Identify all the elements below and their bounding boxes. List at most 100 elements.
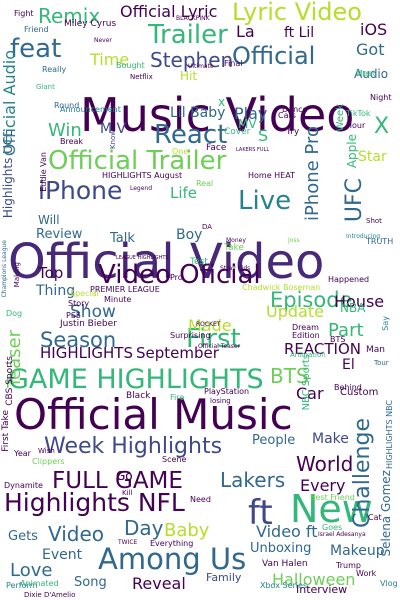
word-truth: TRUTH [366,237,394,246]
word-ultimate: Ultimate [188,63,214,70]
word-playstation: PlayStation [204,387,250,396]
word-el: El [342,357,355,373]
word-stray-kids: Stray Kids [220,265,251,272]
word-audio: Audio [354,67,389,81]
word-tour: Tour [374,359,389,367]
word-trailer: Trailer [148,20,228,50]
word-x: x [218,95,226,109]
word-game-highlights: GAME HIGHLIGHTS [8,364,264,395]
word-clippers: Clippers [32,457,65,466]
word-world: World [296,452,354,476]
word-apple: Apple [345,134,359,169]
word-cbs-sports: CBS Sports [5,356,15,406]
word-video: Video [48,522,105,546]
word-september: September [136,344,219,362]
word-tiktok: TikTok [346,109,371,118]
word-made: Made [188,316,232,335]
word-take: Take [224,243,244,253]
word-dixie-d-amelio: Dixie D'Amelio [24,591,76,599]
word-ft: ft [248,493,273,533]
word-official-video: Official Video [8,234,325,290]
word-lakers: Lakers [220,468,286,492]
word-mv: MV [238,117,257,131]
word-champions-league: Champions League [1,240,8,298]
word-twice: TWICE [118,539,138,546]
word-blackpink: BLACKPINK [176,15,210,22]
word-official-audio: Official Audio [0,50,19,157]
word-bts: BTS [270,364,309,388]
word-live: Live [238,186,292,216]
word-among-us: Among Us [98,542,247,576]
word-wish: Wish [38,447,55,455]
word-announcement: Announcement [60,105,121,114]
word-reveal: Reveal [132,574,186,593]
word-never: Never [94,37,112,44]
word-music-video: Music Video [80,88,355,142]
word-pro: Pro [170,273,183,282]
word-la: La [236,22,255,41]
word-happened: Happened [328,275,370,284]
word-premier-league: PREMIER LEAGUE [90,285,160,294]
word-league-highlights: LEAGUE HIGHLIGHTS [116,255,169,261]
word-fight: Fight [14,9,34,18]
word-ft-lil: ft Lil [284,25,315,41]
word-highlights-nbc: HIGHLIGHTS NBC [385,400,394,470]
word-dance: Dance [282,105,308,114]
word-ps5: PS5 [66,311,81,320]
word-song: Song [74,575,107,590]
word-vlog: Vlog [380,579,398,588]
word-show: Show [70,302,116,322]
word-lyric-video: Lyric Video [232,0,362,26]
word-win: Win [48,120,82,141]
word-lil-baby: Lil Baby [170,105,226,121]
word-night: Night [370,93,392,102]
word-life: Life [170,184,198,202]
word-will: Will [38,213,60,227]
word-justin-bieber: Justin Bieber [60,319,117,329]
word-highlights-august: HIGHLIGHTS August [102,171,183,180]
word-ufc: UFC [342,178,367,223]
word-people: People [252,433,296,448]
word-love: Love [10,560,53,581]
word-joss: Joss [288,237,300,244]
word-official-trailer: Official Trailer [48,146,227,176]
word-dynamite: Dynamite [4,481,43,490]
word-challenge: Challenge [350,418,375,528]
word-reaction: REACTION [284,340,361,358]
word-chadwick-boseman: Chadwick Boseman [242,283,321,292]
word-story: Story [68,299,90,308]
word-time: Time [90,50,130,69]
word-official-music: Official Music [14,390,293,439]
word-iphone: iPhone [38,176,123,205]
word-rocket: ROCKET [196,321,221,328]
word-final: Final [224,59,243,68]
word-trump: Trump [336,561,361,570]
word-man: Man [366,345,385,355]
word-bought: Bought [116,61,145,70]
word-thing: Thing [36,283,76,299]
word-miley-cyrus: Miley Cyrus [64,19,117,29]
word-selena-gomez: Selena Gomez [379,470,393,557]
word-dog: Dog [6,309,23,318]
word-introducing: Introducing [346,233,381,240]
word-kill: Kill [122,489,133,497]
word-eddie-van: Eddie Van [39,152,48,192]
word-x: X [374,114,390,139]
word-official: Official [232,42,316,70]
word-event: Event [42,547,83,563]
word-friend: Friend [24,25,49,34]
word-edition: Edition [292,331,320,340]
word-full-game: FULL GAME [52,468,183,494]
word-losing: losing [210,397,231,405]
word-gets: Gets [8,529,38,544]
word-one: One [172,147,189,156]
word-nbc-sports: NBC Sports [301,354,312,411]
word-everything: Everything [150,539,194,548]
word-real: Real [196,179,214,188]
word-cover: Cover [224,127,251,137]
word-react: React [154,120,228,150]
word-first-take: First Take [1,410,11,452]
word-got: Got [356,40,385,59]
word-really: Really [42,65,67,74]
